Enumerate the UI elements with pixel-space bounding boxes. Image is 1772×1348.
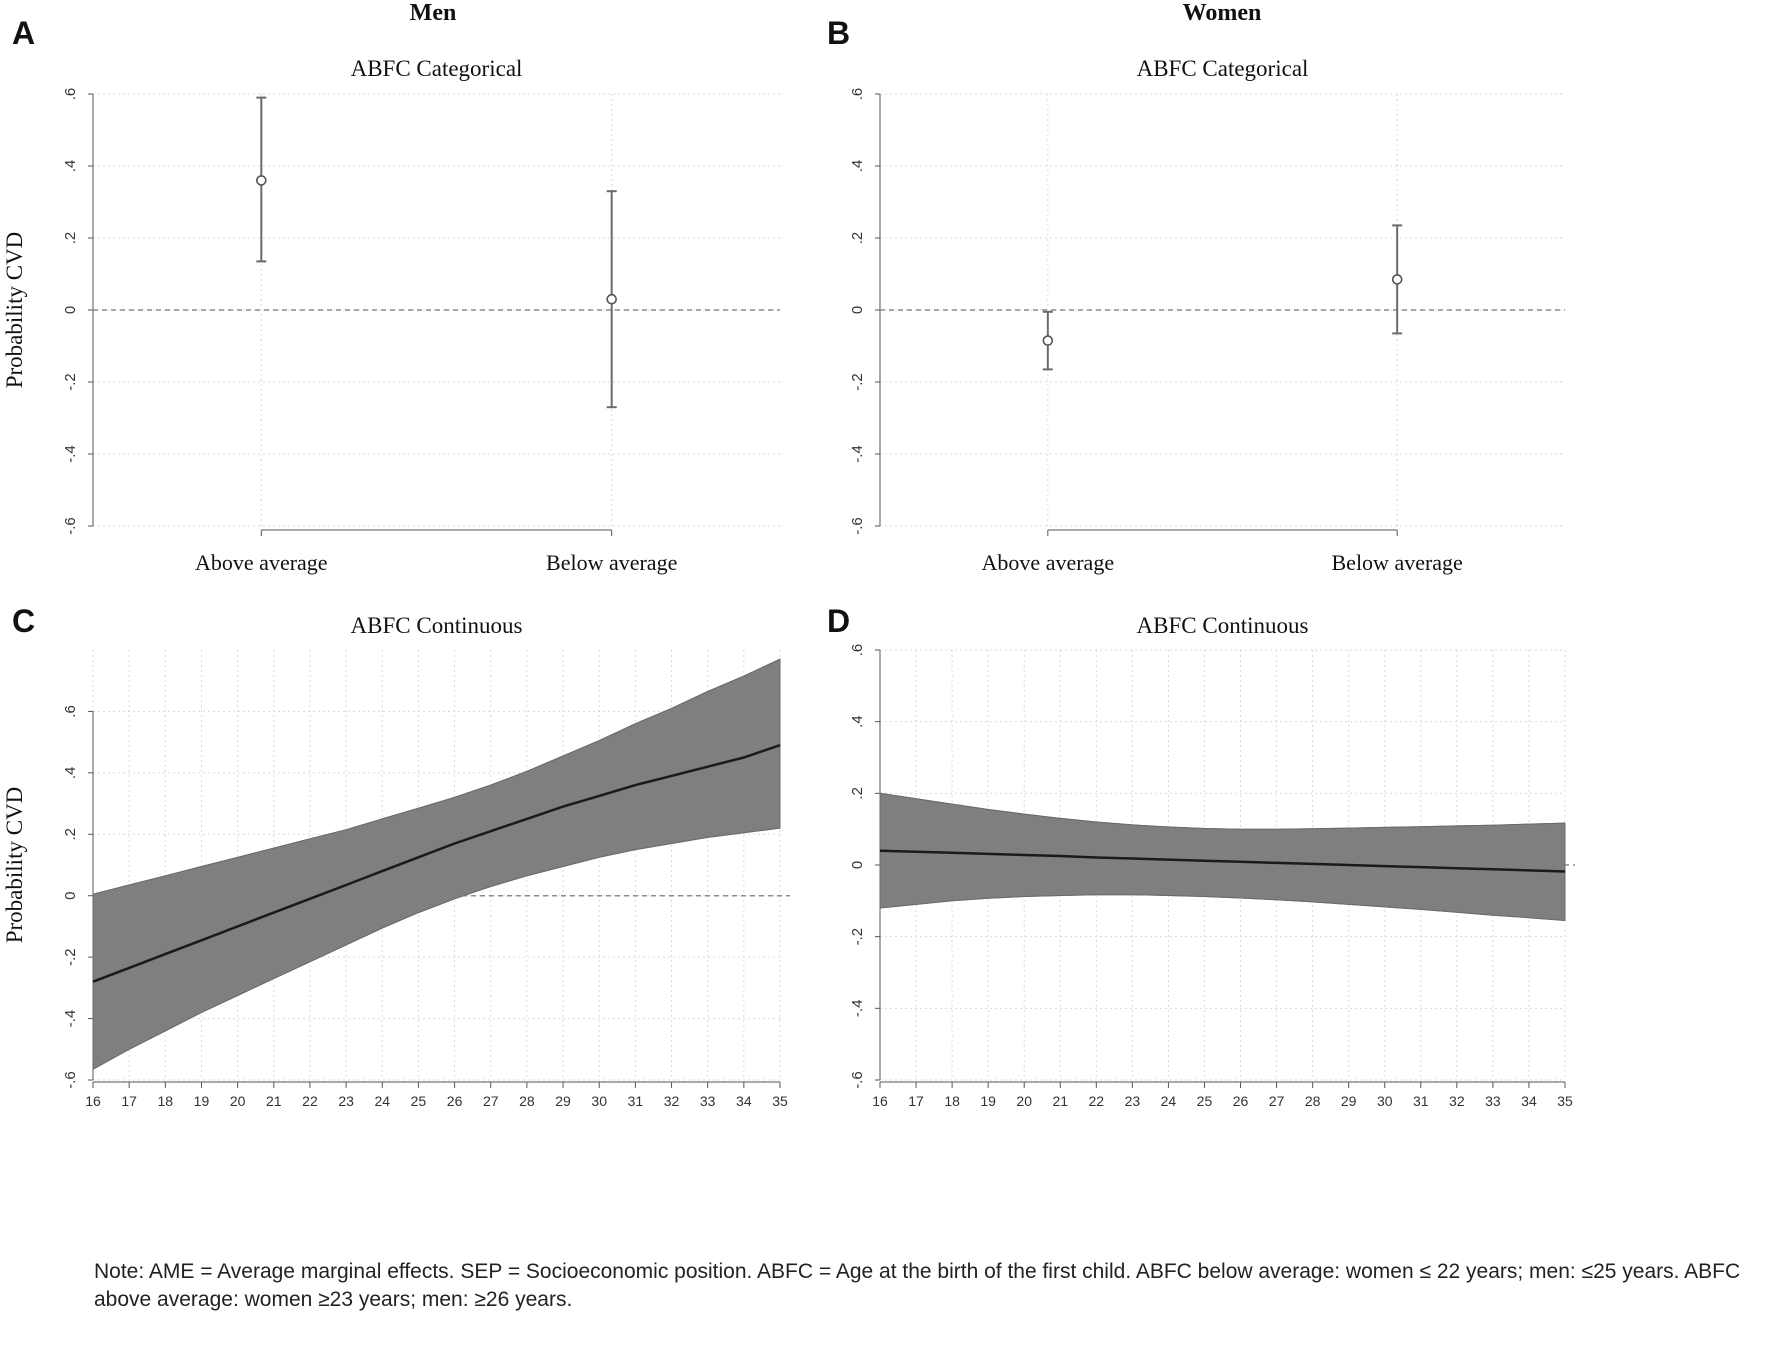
x-tick-label: 30 (1377, 1093, 1393, 1109)
x-tick-label: 24 (1161, 1093, 1177, 1109)
x-tick-label: 33 (1485, 1093, 1501, 1109)
x-tick-label: 20 (230, 1093, 246, 1109)
point-estimate (1042, 335, 1054, 346)
y-tick-label: 0 (849, 861, 866, 869)
panel-a: A ABFC Categorical Probability CVD .6 .4 .2 0 -… (2, 15, 780, 575)
y-tick-label: -.4 (62, 445, 79, 463)
y-tick-label: .2 (849, 787, 866, 800)
y-tick-label: .6 (849, 644, 866, 657)
panel-title: ABFC Continuous (351, 613, 523, 638)
y-tick-label: 0 (849, 306, 866, 314)
y-tick-label: .2 (62, 828, 79, 841)
x-tick-label: 22 (1089, 1093, 1105, 1109)
x-tick-label: 18 (944, 1093, 960, 1109)
x-tick-label: 27 (483, 1093, 499, 1109)
y-tick-label: 0 (62, 306, 79, 314)
x-tick-label: 29 (555, 1093, 571, 1109)
panel-label: D (827, 603, 850, 639)
y-tick-label: .4 (849, 715, 866, 728)
x-tick-label: 35 (772, 1093, 788, 1109)
y-tick-label: .6 (62, 705, 79, 718)
y-tick-label: -.6 (849, 517, 866, 535)
x-tick-label: 24 (374, 1093, 390, 1109)
x-tick-label: 26 (1233, 1093, 1249, 1109)
x-tick-label: 33 (700, 1093, 716, 1109)
y-tick-label: -.2 (62, 373, 79, 391)
x-tick-label: 23 (338, 1093, 354, 1109)
x-tick-label: Above average (195, 550, 328, 575)
y-tick-label: .4 (849, 160, 866, 173)
confidence-band-overlay (879, 792, 1566, 922)
y-tick-label: -.6 (849, 1071, 866, 1089)
x-tick-label: 23 (1125, 1093, 1141, 1109)
panel-b: B ABFC Categorical .6 .4 .2 0 -.2 -.4 -.6 Above a… (827, 15, 1565, 575)
panel-c: C ABFC Continuous Probability CVD .6 .4 .2 0 -.… (2, 603, 790, 1109)
point-estimate (1391, 274, 1403, 285)
y-tick-label: -.2 (849, 928, 866, 946)
x-tick-label: 16 (872, 1093, 888, 1109)
column-title-men: Men (410, 0, 457, 26)
x-tick-label: Below average (1332, 550, 1463, 575)
point-estimate (606, 293, 617, 305)
x-tick-label: 18 (158, 1093, 174, 1109)
x-tick-label: 28 (1305, 1093, 1321, 1109)
x-tick-label: 35 (1557, 1093, 1573, 1109)
panel-label: A (12, 15, 35, 51)
confidence-band-overlay (92, 658, 781, 1071)
panel-label: B (827, 15, 850, 51)
x-tick-label: 32 (1449, 1093, 1465, 1109)
x-tick-label: Above average (982, 550, 1115, 575)
y-tick-label: -.2 (849, 373, 866, 391)
x-tick-label: 32 (664, 1093, 680, 1109)
column-title-women: Women (1183, 0, 1262, 26)
x-tick-label: 25 (411, 1093, 427, 1109)
estimate-line (879, 849, 1566, 873)
y-axis-label: Probability CVD (2, 787, 27, 944)
y-tick-label: -.2 (62, 948, 79, 966)
y-tick-label: -.6 (62, 1071, 79, 1089)
panel-label: C (12, 603, 35, 639)
y-axis-label: Probability CVD (2, 232, 27, 389)
x-tick-label: 34 (1521, 1093, 1537, 1109)
y-tick-label: .6 (849, 88, 866, 101)
y-tick-label: -.4 (849, 1000, 866, 1018)
x-tick-label: 31 (1413, 1093, 1429, 1109)
x-tick-label: 17 (908, 1093, 924, 1109)
panel-d: D ABFC Continuous .6 .4 .2 0 -.2 -.4 -.6 16 17 18 19… (827, 603, 1575, 1109)
x-tick-label: 21 (266, 1093, 282, 1109)
x-tick-label: 26 (447, 1093, 463, 1109)
y-tick-label: -.4 (62, 1010, 79, 1028)
y-tick-label: .2 (849, 232, 866, 245)
y-tick-label: -.4 (849, 445, 866, 463)
panel-title: ABFC Categorical (1137, 56, 1309, 81)
x-tick-label: 16 (85, 1093, 101, 1109)
y-tick-label: .6 (62, 88, 79, 101)
x-tick-label: 31 (628, 1093, 644, 1109)
y-tick-label: .4 (62, 767, 79, 780)
x-tick-label: 17 (121, 1093, 137, 1109)
x-tick-label: 28 (519, 1093, 535, 1109)
y-tick-label: .2 (62, 232, 79, 245)
y-tick-label: -.6 (62, 517, 79, 535)
x-tick-label: 27 (1269, 1093, 1285, 1109)
y-tick-label: 0 (62, 892, 79, 900)
x-tick-label: 34 (736, 1093, 752, 1109)
panel-title: ABFC Categorical (351, 56, 523, 81)
point-estimate (256, 175, 267, 186)
x-tick-label: Below average (546, 550, 677, 575)
estimate-line (92, 744, 781, 983)
x-tick-label: 29 (1341, 1093, 1357, 1109)
y-tick-label: .4 (62, 160, 79, 173)
x-tick-label: 20 (1016, 1093, 1032, 1109)
x-tick-label: 25 (1197, 1093, 1213, 1109)
x-tick-label: 22 (302, 1093, 318, 1109)
x-tick-label: 19 (980, 1093, 996, 1109)
figure-note: Note: AME = Average marginal effects. SE… (94, 1260, 1741, 1311)
x-tick-label: 19 (194, 1093, 210, 1109)
x-tick-label: 21 (1052, 1093, 1068, 1109)
panel-title: ABFC Continuous (1137, 613, 1309, 638)
x-tick-label: 30 (591, 1093, 607, 1109)
